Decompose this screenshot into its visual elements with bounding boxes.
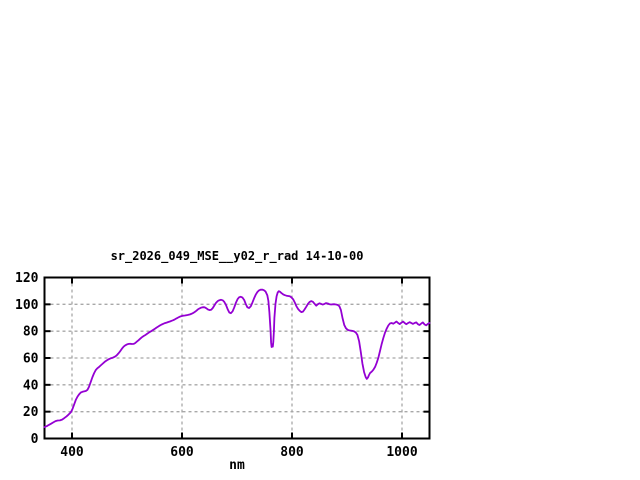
plot-border [43,276,431,440]
y-tick-label: 100 [15,298,39,313]
y-tick-label: 80 [23,325,39,340]
y-tick-label: 40 [23,378,39,393]
y-tick-label: 20 [23,405,39,420]
y-tick-label: 0 [31,432,39,447]
y-tick-label: 60 [23,352,39,367]
spectrum-curve [43,288,431,429]
x-tick-label: 1000 [386,445,417,460]
x-tick-label: 400 [60,445,84,460]
y-tick-label: 120 [15,271,39,286]
x-tick-label: 800 [280,445,304,460]
x-axis-label: nm [229,458,245,473]
chart-title: sr_2026_049_MSE__y02_r_rad 14-10-00 [110,249,364,263]
x-tick-label: 600 [170,445,194,460]
